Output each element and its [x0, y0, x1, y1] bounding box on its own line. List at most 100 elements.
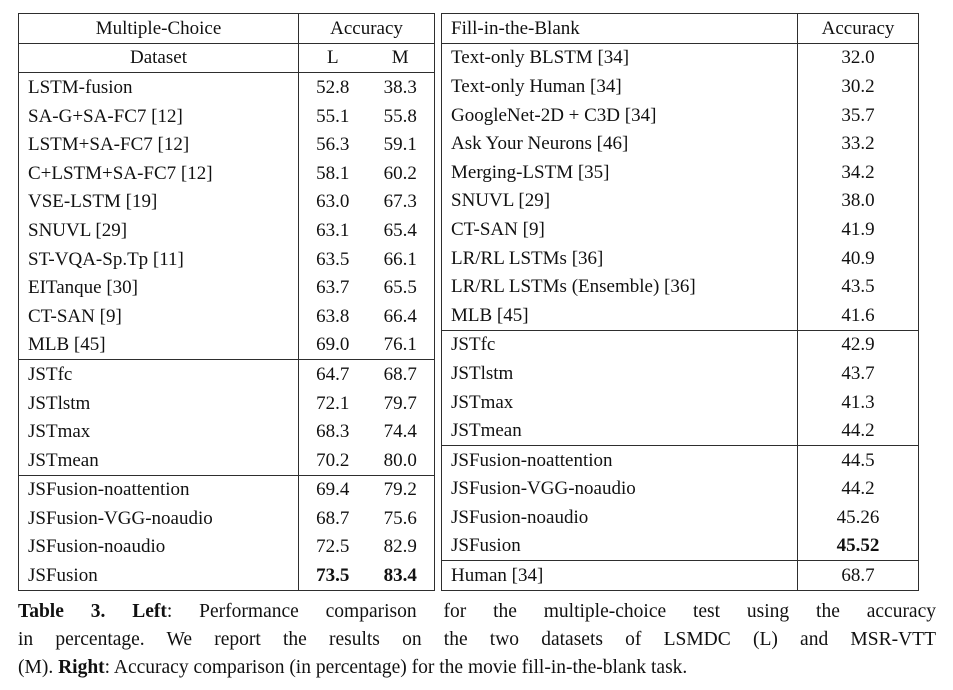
accuracy-value-cell: 82.9	[383, 536, 417, 558]
accuracy-value-cell: 30.2	[797, 72, 919, 101]
accuracy-value-cell: 55.8	[383, 105, 417, 127]
table-row: JSFusion-noaudio 45.26	[442, 503, 919, 532]
accuracy-value-cell: 64.7	[298, 359, 367, 389]
model-name-cell: GoogleNet-2D + C3D [34]	[451, 104, 657, 126]
accuracy-value-cell: 66.4	[383, 305, 417, 327]
model-name-cell: Text-only BLSTM [34]	[451, 47, 630, 69]
accuracy-value-cell: 44.5	[797, 444, 919, 475]
accuracy-value-cell: 38.0	[797, 186, 919, 216]
model-name-cell: JSFusion-noattention	[18, 474, 299, 505]
accuracy-value-cell: 76.1	[383, 334, 417, 356]
model-name-cell: JSTfc	[18, 359, 299, 389]
col-l-header: L	[298, 43, 367, 74]
accuracy-value-cell: 43.7	[797, 359, 919, 388]
model-name-cell: Merging-LSTM [35]	[451, 161, 610, 183]
accuracy-value-cell: 67.3	[383, 191, 417, 213]
model-name-cell: JSFusion	[28, 565, 98, 587]
dataset-header: Dataset	[18, 43, 299, 74]
table-row: JSFusion-noattention 69.4 79.2	[18, 474, 435, 505]
model-name-cell: CT-SAN [9]	[451, 218, 545, 240]
table-row: LSTM-fusion 52.8 38.3	[19, 72, 435, 102]
model-name-cell: Human [34]	[441, 560, 798, 591]
accuracy-value-cell: 63.7	[298, 273, 367, 302]
table-row: JSFusion-noaudio 72.5 82.9	[19, 532, 435, 562]
accuracy-value-cell: 41.6	[797, 300, 919, 331]
table-header-row: Multiple-Choice Accuracy	[18, 13, 435, 44]
model-name-cell: JSTmean	[28, 449, 99, 471]
accuracy-value-cell: 83.4	[383, 565, 417, 587]
model-name-cell: SNUVL [29]	[28, 219, 128, 241]
table-row: JSFusion 73.5 83.4	[19, 561, 435, 591]
table-row: JSFusion-VGG-noaudio 68.7 75.6	[19, 504, 435, 533]
accuracy-value-cell: 55.1	[298, 101, 367, 131]
accuracy-value-cell: 68.7	[298, 504, 367, 533]
caption-bold-text: Left	[132, 601, 167, 622]
model-name-cell: LR/RL LSTMs (Ensemble) [36]	[451, 276, 696, 298]
fill-in-the-blank-table: Fill-in-the-Blank Accuracy Text-only BLS…	[441, 13, 919, 591]
caption-text: : Accuracy comparison (in percentage) fo…	[104, 657, 688, 678]
accuracy-value-cell: 59.1	[383, 134, 417, 156]
accuracy-value-cell: 70.2	[298, 445, 367, 475]
accuracy-value-cell: 69.0	[298, 330, 367, 360]
table-row: Ask Your Neurons [46] 33.2	[442, 129, 919, 158]
accuracy-value-cell: 68.7	[366, 359, 435, 389]
accuracy-value-cell: 68.3	[298, 417, 367, 446]
model-name-cell: JSTlstm	[28, 392, 91, 414]
accuracy-value-cell: 68.7	[797, 560, 919, 591]
accuracy-value-cell: 63.8	[298, 301, 367, 331]
accuracy-value-cell: 32.0	[797, 43, 919, 73]
accuracy-value-cell: 52.8	[298, 72, 367, 102]
table-row: MLB [45] 69.0 76.1	[19, 330, 435, 360]
table-row: Human [34] 68.7	[441, 560, 919, 591]
table-row: JSFusion 45.52	[442, 531, 919, 561]
table-subheader-row: Dataset L M	[18, 43, 435, 74]
table-row: JSTmean 70.2 80.0	[19, 445, 435, 475]
caption-text: in percentage. We report the results on …	[18, 629, 936, 650]
model-name-cell: LSTM+SA-FC7 [12]	[28, 134, 190, 156]
accuracy-value-cell: 45.26	[797, 503, 919, 532]
table-row: LR/RL LSTMs (Ensemble) [36] 43.5	[442, 272, 919, 301]
accuracy-value-cell: 79.7	[383, 392, 417, 414]
table-header-row: Fill-in-the-Blank Accuracy	[441, 13, 919, 44]
right-table-title: Fill-in-the-Blank	[441, 13, 798, 44]
accuracy-value-cell: 34.2	[797, 157, 919, 187]
caption-bold-text: Right	[58, 657, 105, 678]
accuracy-value-cell: 44.2	[797, 474, 919, 504]
model-name-cell: SNUVL [29]	[451, 190, 551, 212]
accuracy-value-cell: 69.4	[298, 474, 367, 505]
caption-text	[105, 601, 132, 622]
accuracy-value-cell: 45.52	[797, 531, 919, 561]
table-caption: Table 3. Left: Performance comparison fo…	[18, 598, 936, 682]
accuracy-value-cell: 40.9	[797, 243, 919, 273]
accuracy-value-cell: 56.3	[298, 130, 367, 159]
model-name-cell: SA-G+SA-FC7 [12]	[28, 105, 183, 127]
accuracy-value-cell: 60.2	[383, 162, 417, 184]
model-name-cell: EITanque [30]	[28, 277, 138, 299]
table-row: Merging-LSTM [35] 34.2	[442, 157, 919, 187]
model-name-cell: ST-VQA-Sp.Tp [11]	[28, 248, 184, 270]
caption-text: : Performance comparison for the multipl…	[166, 601, 936, 622]
accuracy-value-cell: 75.6	[383, 507, 417, 529]
model-name-cell: JSFusion-VGG-noaudio	[28, 507, 213, 529]
accuracy-value-cell: 38.3	[383, 76, 417, 98]
model-name-cell: JSTmean	[451, 420, 522, 442]
model-name-cell: MLB [45]	[451, 304, 529, 326]
model-name-cell: Text-only Human [34]	[451, 75, 622, 97]
accuracy-value-cell: 72.1	[298, 388, 367, 418]
table-row: CT-SAN [9] 41.9	[442, 215, 919, 244]
multiple-choice-table: Multiple-Choice Accuracy Dataset L M LST…	[18, 13, 435, 591]
table-row: JSTmean 44.2	[442, 416, 919, 446]
model-name-cell: JSFusion-noattention	[441, 444, 798, 475]
model-name-cell: JSFusion-noaudio	[451, 506, 589, 528]
accuracy-value-cell: 80.0	[383, 449, 417, 471]
table-row: VSE-LSTM [19] 63.0 67.3	[19, 187, 435, 217]
accuracy-value-cell: 58.1	[298, 158, 367, 188]
model-name-cell: JSTlstm	[451, 362, 514, 384]
accuracy-value-cell: 42.9	[797, 329, 919, 360]
table-row: JSTfc 64.7 68.7	[18, 359, 435, 389]
table-row: EITanque [30] 63.7 65.5	[19, 273, 435, 302]
table-row: GoogleNet-2D + C3D [34] 35.7	[442, 100, 919, 130]
caption-line: (M). Right: Accuracy comparison (in perc…	[18, 654, 936, 682]
accuracy-value-cell: 63.1	[298, 216, 367, 245]
